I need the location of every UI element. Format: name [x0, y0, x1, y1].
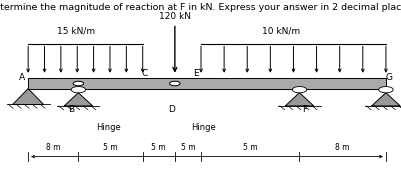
Text: A: A [19, 73, 25, 82]
Text: 5 m: 5 m [103, 143, 117, 152]
Text: E: E [192, 69, 198, 78]
Text: 5 m: 5 m [242, 143, 257, 152]
Bar [28, 78, 385, 89]
Text: B: B [68, 105, 75, 114]
Text: F: F [302, 105, 306, 114]
Text: Hinge: Hinge [96, 122, 121, 132]
Polygon shape [64, 93, 92, 106]
Polygon shape [13, 89, 43, 104]
Text: C: C [141, 69, 148, 78]
Circle shape [73, 81, 83, 86]
Text: Determine the magnitude of reaction at F in kN. Express your answer in 2 decimal: Determine the magnitude of reaction at F… [0, 3, 401, 12]
Text: D: D [168, 105, 175, 114]
Text: 15 kN/m: 15 kN/m [57, 27, 95, 36]
Text: Hinge: Hinge [190, 122, 215, 132]
Text: 5 m: 5 m [151, 143, 166, 152]
Polygon shape [371, 93, 399, 106]
Circle shape [292, 86, 306, 93]
Circle shape [378, 86, 392, 93]
Text: 5 m: 5 m [180, 143, 195, 152]
Circle shape [169, 81, 180, 86]
Text: 10 kN/m: 10 kN/m [262, 27, 300, 36]
Text: 8 m: 8 m [334, 143, 349, 152]
Text: 120 kN: 120 kN [158, 12, 190, 21]
Text: 8 m: 8 m [46, 143, 61, 152]
Circle shape [71, 86, 85, 93]
Polygon shape [285, 93, 313, 106]
Text: G: G [385, 73, 392, 82]
